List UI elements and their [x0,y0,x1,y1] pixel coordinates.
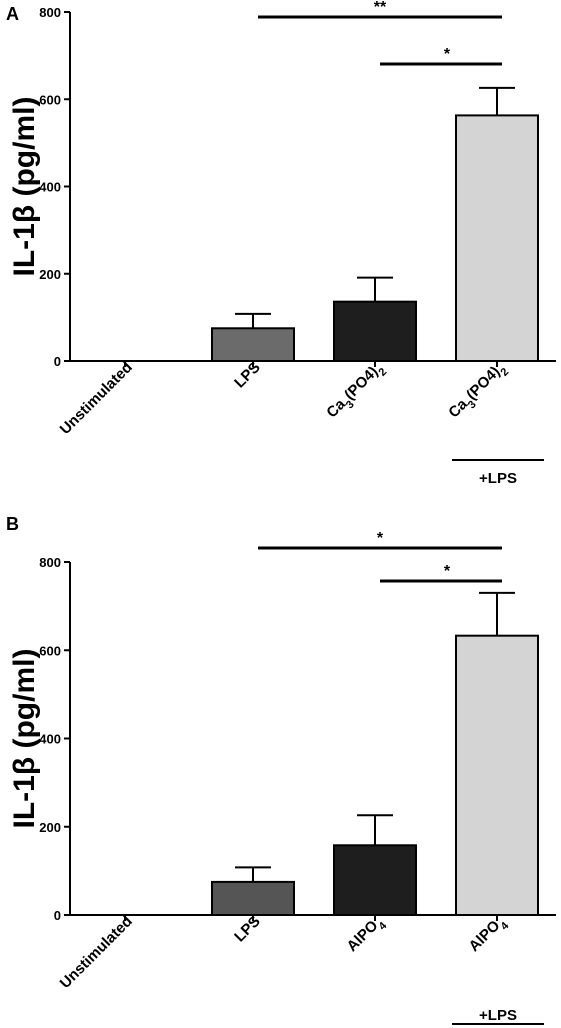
category-label: AlPO4 [466,912,512,958]
panel-label: B [6,514,19,534]
bar [455,634,539,916]
bar [211,327,295,362]
category-label: LPS [231,359,264,392]
bar [455,114,539,362]
significance-label: ** [374,0,387,16]
lps-bracket-label: +LPS [479,470,517,487]
y-tick-label: 200 [39,820,61,835]
y-axis-label: IL-1β (pg/ml) [8,97,41,277]
y-tick-label: 0 [54,908,61,923]
category-label: Unstimulated [57,359,136,438]
category-label: LPS [231,913,264,946]
y-tick-label: 600 [39,92,61,107]
y-tick-label: 400 [39,732,61,747]
y-tick-label: 800 [39,555,61,570]
category-label: Ca3(PO4)2 [445,359,511,425]
category-label: AlPO4 [344,912,390,958]
significance-label: * [377,530,384,547]
significance-label: * [444,563,451,580]
lps-bracket-label: +LPS [479,1007,517,1024]
category-label: Unstimulated [57,913,136,992]
bar [333,844,417,916]
y-tick-label: 800 [39,5,61,20]
y-tick-label: 400 [39,180,61,195]
bar [211,880,295,916]
y-tick-label: 0 [54,354,61,369]
y-axis-label: IL-1β (pg/ml) [8,649,41,829]
y-tick-label: 600 [39,643,61,658]
category-label: Ca3(PO4)2 [323,359,389,425]
significance-label: * [444,46,451,63]
bar [333,300,417,363]
panel-label: A [6,4,19,24]
y-tick-label: 200 [39,267,61,282]
